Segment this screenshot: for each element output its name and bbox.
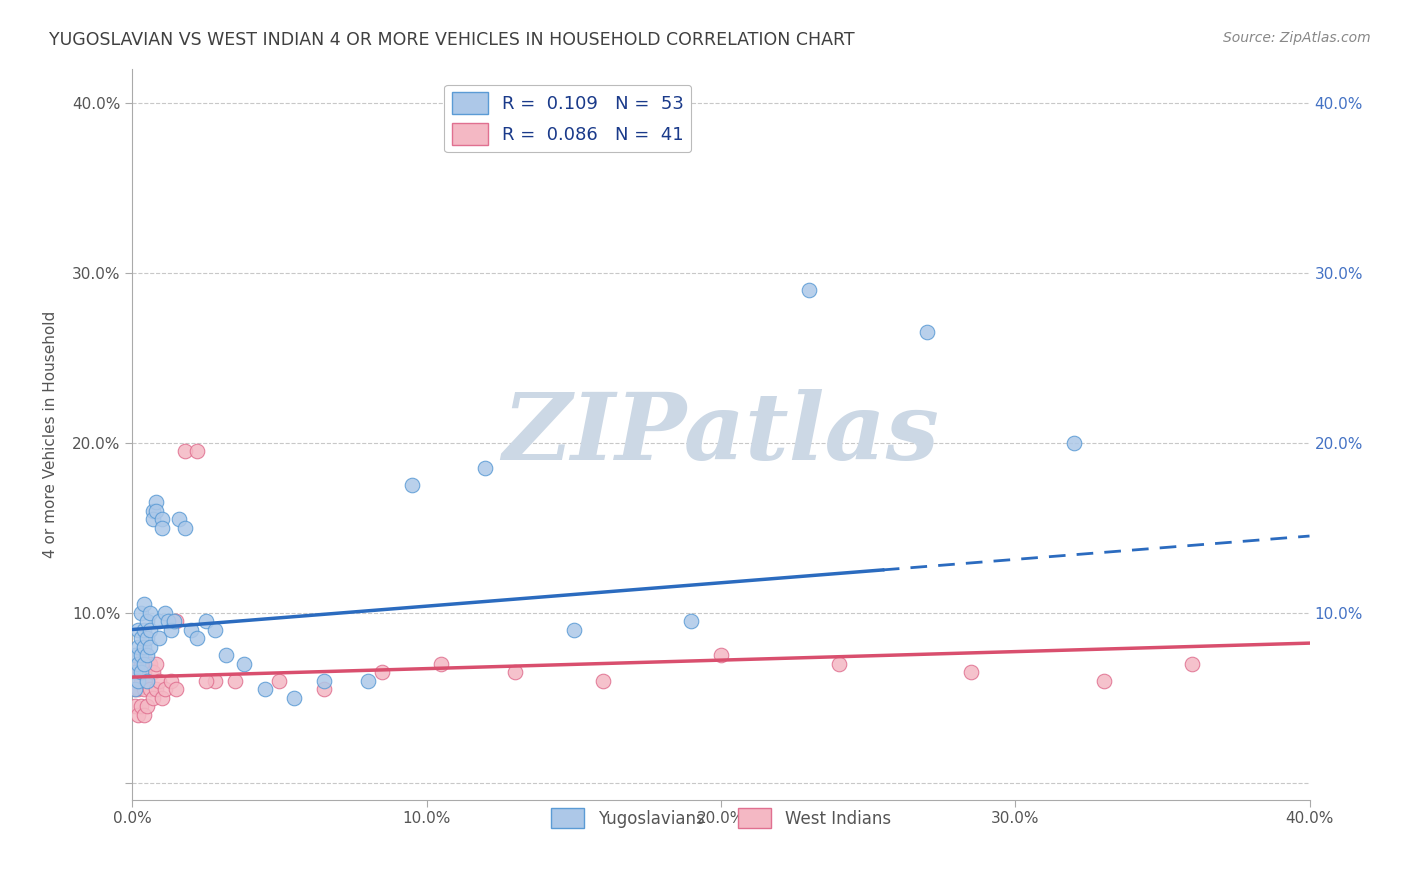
Yugoslavians: [136, 673, 159, 688]
Yugoslavians: [132, 657, 155, 671]
Yugoslavians: [215, 648, 238, 662]
Yugoslavians: [136, 614, 159, 628]
Yugoslavians: [312, 673, 335, 688]
West Indians: [430, 657, 453, 671]
Yugoslavians: [204, 623, 226, 637]
Yugoslavians: [150, 512, 173, 526]
West Indians: [710, 648, 733, 662]
West Indians: [503, 665, 526, 679]
West Indians: [592, 673, 614, 688]
Yugoslavians: [124, 648, 146, 662]
Yugoslavians: [132, 640, 155, 654]
Yugoslavians: [124, 681, 146, 696]
Yugoslavians: [139, 640, 162, 654]
Text: Source: ZipAtlas.com: Source: ZipAtlas.com: [1223, 31, 1371, 45]
West Indians: [129, 657, 152, 671]
Yugoslavians: [124, 665, 146, 679]
Yugoslavians: [283, 690, 305, 705]
West Indians: [145, 657, 167, 671]
Yugoslavians: [233, 657, 256, 671]
Text: YUGOSLAVIAN VS WEST INDIAN 4 OR MORE VEHICLES IN HOUSEHOLD CORRELATION CHART: YUGOSLAVIAN VS WEST INDIAN 4 OR MORE VEH…: [49, 31, 855, 49]
West Indians: [139, 681, 162, 696]
Yugoslavians: [401, 478, 423, 492]
West Indians: [166, 681, 188, 696]
Yugoslavians: [162, 614, 184, 628]
Yugoslavians: [132, 597, 155, 611]
Yugoslavians: [153, 606, 176, 620]
Yugoslavians: [474, 461, 496, 475]
Yugoslavians: [799, 283, 821, 297]
Yugoslavians: [150, 520, 173, 534]
West Indians: [132, 681, 155, 696]
West Indians: [142, 690, 165, 705]
West Indians: [371, 665, 394, 679]
Legend: Yugoslavians, West Indians: Yugoslavians, West Indians: [544, 801, 897, 835]
Yugoslavians: [132, 623, 155, 637]
Yugoslavians: [145, 495, 167, 509]
West Indians: [312, 681, 335, 696]
West Indians: [224, 673, 246, 688]
Yugoslavians: [148, 631, 170, 645]
Yugoslavians: [127, 623, 149, 637]
Yugoslavians: [139, 606, 162, 620]
Yugoslavians: [136, 648, 159, 662]
West Indians: [1092, 673, 1115, 688]
West Indians: [127, 665, 149, 679]
West Indians: [124, 699, 146, 714]
West Indians: [827, 657, 849, 671]
Yugoslavians: [127, 673, 149, 688]
West Indians: [204, 673, 226, 688]
West Indians: [142, 665, 165, 679]
West Indians: [136, 673, 159, 688]
West Indians: [136, 699, 159, 714]
Yugoslavians: [169, 512, 191, 526]
West Indians: [129, 699, 152, 714]
West Indians: [960, 665, 983, 679]
Yugoslavians: [681, 614, 703, 628]
Yugoslavians: [357, 673, 380, 688]
Yugoslavians: [139, 623, 162, 637]
Yugoslavians: [174, 520, 197, 534]
Yugoslavians: [127, 657, 149, 671]
Y-axis label: 4 or more Vehicles in Household: 4 or more Vehicles in Household: [44, 310, 58, 558]
West Indians: [132, 665, 155, 679]
Yugoslavians: [129, 665, 152, 679]
Yugoslavians: [142, 512, 165, 526]
Yugoslavians: [129, 606, 152, 620]
Yugoslavians: [156, 614, 179, 628]
Yugoslavians: [129, 631, 152, 645]
West Indians: [145, 681, 167, 696]
West Indians: [1181, 657, 1204, 671]
West Indians: [166, 614, 188, 628]
West Indians: [159, 673, 181, 688]
Text: ZIPatlas: ZIPatlas: [502, 389, 939, 479]
West Indians: [127, 681, 149, 696]
West Indians: [139, 657, 162, 671]
Yugoslavians: [562, 623, 585, 637]
Yugoslavians: [186, 631, 208, 645]
Yugoslavians: [159, 623, 181, 637]
Yugoslavians: [180, 623, 202, 637]
Yugoslavians: [194, 614, 217, 628]
West Indians: [132, 707, 155, 722]
West Indians: [153, 681, 176, 696]
West Indians: [194, 673, 217, 688]
West Indians: [186, 444, 208, 458]
Yugoslavians: [142, 503, 165, 517]
West Indians: [127, 707, 149, 722]
West Indians: [148, 673, 170, 688]
Yugoslavians: [1063, 435, 1085, 450]
Yugoslavians: [136, 631, 159, 645]
West Indians: [174, 444, 197, 458]
Yugoslavians: [148, 614, 170, 628]
West Indians: [150, 690, 173, 705]
West Indians: [129, 673, 152, 688]
Yugoslavians: [129, 648, 152, 662]
Yugoslavians: [915, 325, 938, 339]
Yugoslavians: [145, 503, 167, 517]
Yugoslavians: [127, 640, 149, 654]
Yugoslavians: [253, 681, 276, 696]
West Indians: [269, 673, 291, 688]
West Indians: [124, 681, 146, 696]
